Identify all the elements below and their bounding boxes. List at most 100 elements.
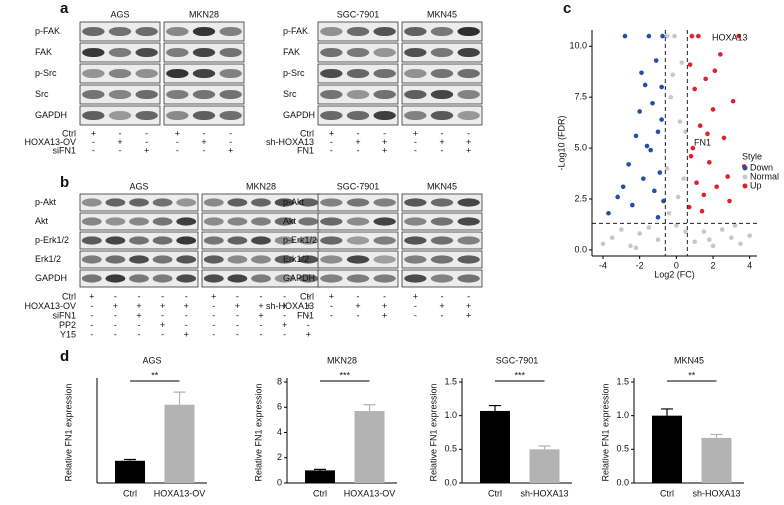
condition-label: sh-HOXA13 xyxy=(266,301,314,311)
point xyxy=(719,227,725,232)
point xyxy=(664,166,670,171)
band xyxy=(219,47,242,58)
band xyxy=(219,110,242,121)
y-tick-label: 0.5 xyxy=(616,444,629,454)
band xyxy=(430,26,454,37)
point xyxy=(653,58,659,63)
condition-label: Ctrl xyxy=(62,291,76,301)
point xyxy=(660,33,665,39)
y-tick-label: 0.0 xyxy=(574,244,587,254)
condition-mark: + xyxy=(160,320,165,330)
point xyxy=(701,229,707,234)
condition-mark: - xyxy=(307,320,310,330)
band xyxy=(274,274,295,283)
x-tick-label: HOXA13-OV xyxy=(344,488,396,498)
band xyxy=(129,236,149,245)
condition-mark: - xyxy=(414,301,417,311)
panel-label: c xyxy=(563,0,571,17)
y-tick-label: 10.0 xyxy=(569,41,587,51)
x-tick-label: Ctrl xyxy=(660,488,674,498)
band xyxy=(404,255,427,264)
band xyxy=(320,255,343,264)
point xyxy=(639,70,644,76)
band xyxy=(82,110,105,121)
point xyxy=(688,153,694,159)
condition-mark: - xyxy=(330,145,333,155)
point xyxy=(690,145,696,151)
condition-mark: - xyxy=(383,128,386,138)
condition-mark: + xyxy=(466,310,471,320)
row-label: Src xyxy=(283,89,297,99)
band xyxy=(457,198,480,207)
point xyxy=(705,131,710,137)
condition-mark: + xyxy=(355,301,360,311)
band xyxy=(274,255,295,264)
band xyxy=(82,26,105,37)
band xyxy=(298,198,319,207)
band xyxy=(430,198,454,207)
point xyxy=(707,237,712,243)
condition-label: FN1 xyxy=(297,145,314,155)
legend-swatch xyxy=(742,183,748,189)
condition-mark: - xyxy=(145,128,148,138)
row-label: GAPDH xyxy=(35,273,67,283)
point xyxy=(729,235,734,240)
condition-mark: + xyxy=(235,301,240,311)
point xyxy=(655,129,661,135)
annotation: FN1 xyxy=(694,137,711,147)
band xyxy=(373,89,396,100)
band xyxy=(457,47,480,58)
band xyxy=(298,255,319,264)
band xyxy=(373,217,396,226)
cell-line-label: AGS xyxy=(110,9,129,19)
condition-mark: + xyxy=(466,145,471,155)
condition-mark: - xyxy=(161,329,164,339)
band xyxy=(135,26,158,37)
band xyxy=(129,255,149,264)
cell-line-label: MKN45 xyxy=(427,9,457,19)
panel-label: d xyxy=(60,348,69,365)
condition-mark: - xyxy=(467,291,470,301)
band xyxy=(152,217,173,226)
band xyxy=(346,47,370,58)
condition-mark: - xyxy=(414,310,417,320)
condition-mark: - xyxy=(161,291,164,301)
legend-title: Style xyxy=(742,151,762,161)
condition-label: HOXA13-OV xyxy=(24,301,76,311)
condition-mark: + xyxy=(144,145,149,155)
condition-mark: - xyxy=(185,320,188,330)
y-axis-label: Relative FN1 expression xyxy=(253,383,263,481)
condition-mark: - xyxy=(236,291,239,301)
y-axis-label: Relative FN1 expression xyxy=(600,383,610,481)
band xyxy=(82,89,105,100)
bar xyxy=(354,411,385,483)
bar xyxy=(701,437,732,483)
band xyxy=(176,236,197,245)
chart-title: MKN45 xyxy=(674,355,704,365)
x-tick-label: sh-HOXA13 xyxy=(692,488,740,498)
band xyxy=(320,89,343,100)
band xyxy=(430,255,454,264)
band xyxy=(373,255,396,264)
condition-mark: + xyxy=(329,128,334,138)
band xyxy=(320,236,343,245)
row-label: p-Erk1/2 xyxy=(35,235,69,245)
chart-title: AGS xyxy=(142,355,161,365)
condition-mark: - xyxy=(212,310,215,320)
point xyxy=(710,243,716,249)
condition-mark: + xyxy=(306,329,311,339)
condition-mark: + xyxy=(184,301,189,311)
band xyxy=(404,26,427,37)
band xyxy=(346,217,370,226)
condition-mark: - xyxy=(441,145,444,155)
band xyxy=(346,198,370,207)
condition-mark: + xyxy=(413,128,418,138)
band xyxy=(298,274,319,283)
band xyxy=(129,274,149,283)
band xyxy=(192,47,216,58)
significance: *** xyxy=(514,370,525,380)
band xyxy=(404,217,427,226)
band xyxy=(135,68,158,79)
point xyxy=(666,210,672,216)
point xyxy=(657,170,663,175)
